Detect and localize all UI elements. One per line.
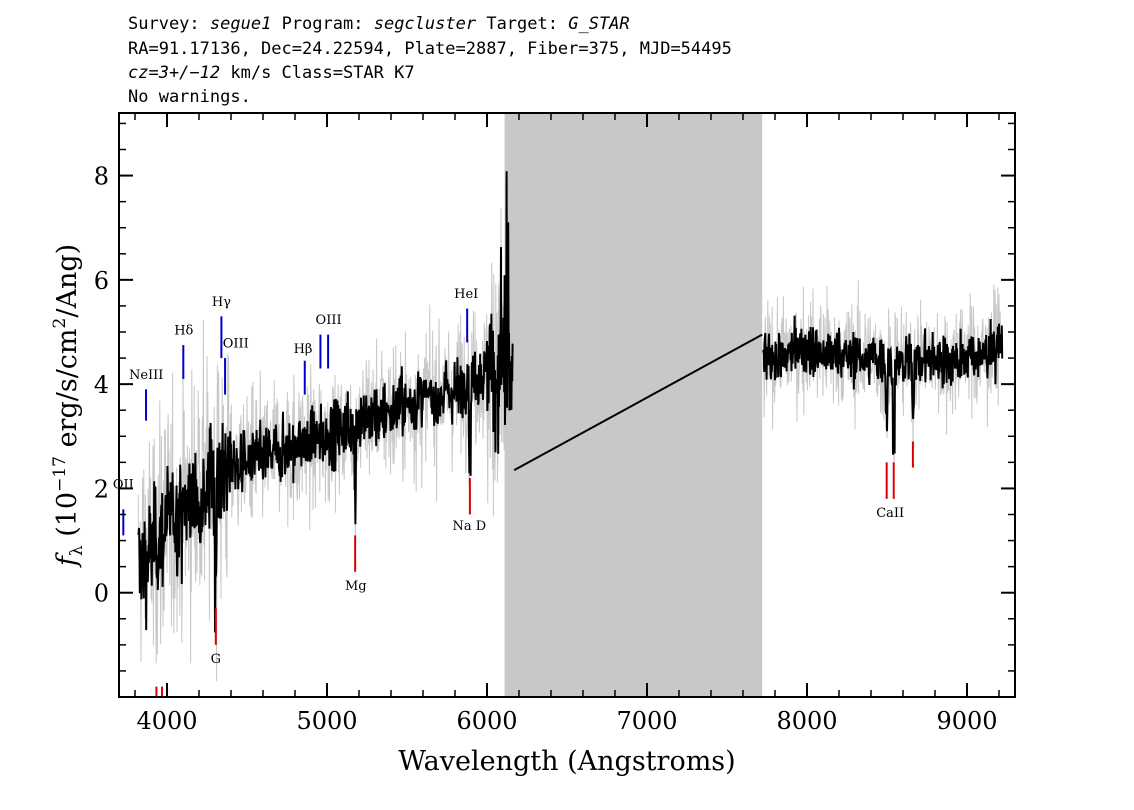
y-tick-label: 4 [94,371,109,399]
spectral-line-label: Hδ [174,324,193,339]
program-value: segcluster [373,14,477,34]
x-tick-label: 4000 [136,707,197,735]
spectral-line-label: Hγ [212,295,231,310]
header-line-1: Survey: segue1 Program: segcluster Targe… [128,14,630,34]
survey-value: segue1 [209,14,272,34]
flux-spectrum-red [762,315,1004,455]
header-line-4: No warnings. [128,87,251,107]
x-tick-label: 8000 [776,707,837,735]
target-label: Target: [486,14,558,34]
class-text: km/s Class=STAR K7 [220,63,415,83]
header-line-2: RA=91.17136, Dec=24.22594, Plate=2887, F… [128,39,732,59]
y-tick-label: 0 [94,580,109,608]
x-tick-label: 5000 [296,707,357,735]
program-label: Program: [281,14,364,34]
header-line-3: cz=3+/−12 km/s Class=STAR K7 [128,63,415,83]
target-value: G_STAR [568,14,630,34]
error-spectrum [137,113,514,682]
y-axis-title: fλ (10−17 erg/s/cm2/Ang) [50,244,87,568]
spectral-line-markers [122,308,914,697]
spectral-line-label: OIII [223,337,249,352]
axis-ticks: 4000 5000 6000 7000 8000 9000 0 2 4 6 8 [94,113,1015,735]
spectral-line-label: G [211,652,221,667]
plot-frame [118,112,1016,698]
x-tick-label: 7000 [616,707,677,735]
y-tick-label: 6 [94,267,109,295]
spectral-line-label: HeI [454,287,478,302]
survey-label: Survey: [128,14,200,34]
redshift-value: cz=3+/−12 [128,63,221,83]
spectral-line-label: OII [113,477,134,492]
x-tick-label: 6000 [456,707,517,735]
x-axis-title: Wavelength (Angstroms) [398,746,735,777]
spectral-line-label: Mg [345,579,367,594]
spectral-line-label: CaII [876,506,904,521]
spectral-line-label: Hβ [294,342,313,357]
interpolated-segment [513,333,763,472]
spectral-line-label: OIII [316,313,342,328]
y-tick-label: 2 [94,475,109,503]
spectral-line-label: Na D [453,519,487,534]
flux-spectrum [137,171,514,633]
spectral-line-label: NeIII [129,368,163,383]
y-tick-label: 8 [94,163,109,191]
x-tick-label: 9000 [936,707,997,735]
